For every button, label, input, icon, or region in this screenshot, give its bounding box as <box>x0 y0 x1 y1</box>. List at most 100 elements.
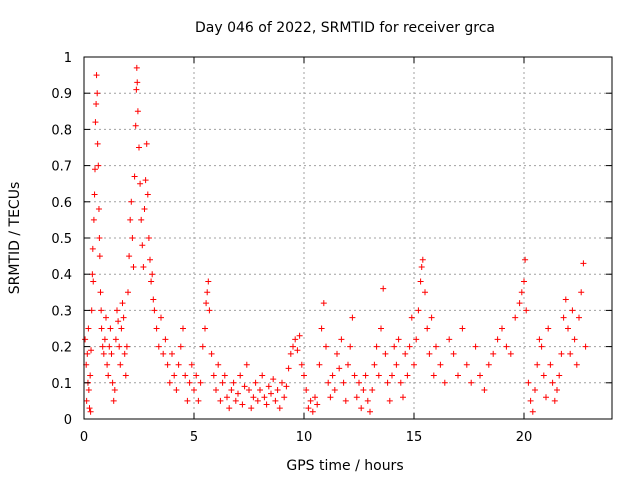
data-point <box>268 390 274 397</box>
data-point <box>468 379 475 386</box>
data-point <box>123 343 130 350</box>
data-point <box>345 361 351 368</box>
data-point <box>246 387 252 394</box>
data-point <box>358 405 365 412</box>
data-point <box>265 383 272 390</box>
data-point <box>424 325 431 332</box>
data-point <box>125 289 131 296</box>
data-point <box>92 166 98 173</box>
data-point <box>248 405 255 412</box>
data-point <box>110 397 117 404</box>
data-point <box>98 307 105 314</box>
data-point <box>204 289 211 296</box>
data-point <box>450 350 457 357</box>
data-point <box>525 379 532 386</box>
x-tick-labels: 0 5 10 15 20 <box>80 430 532 445</box>
data-point <box>428 314 435 321</box>
data-point <box>221 372 228 379</box>
data-point <box>459 325 466 332</box>
data-point <box>545 325 552 332</box>
data-point <box>325 379 332 386</box>
data-point <box>136 144 142 151</box>
data-point <box>114 307 120 314</box>
data-point <box>554 387 560 394</box>
data-point <box>143 140 150 147</box>
data-point <box>283 383 290 390</box>
data-point <box>327 394 334 401</box>
data-point <box>109 379 116 386</box>
data-point <box>105 372 112 379</box>
y-tick-label: 0.2 <box>51 341 72 356</box>
data-point <box>549 379 556 386</box>
data-point <box>543 394 549 401</box>
data-point <box>261 394 268 401</box>
data-point <box>184 397 191 404</box>
data-point <box>158 314 164 321</box>
data-point <box>523 307 530 314</box>
data-point <box>529 408 536 415</box>
data-point <box>98 325 105 332</box>
data-point <box>551 397 558 404</box>
y-axis-label: SRMTID / TECUs <box>7 182 23 295</box>
data-point <box>116 343 123 350</box>
x-tick-label: 10 <box>296 430 313 445</box>
data-point <box>180 325 186 332</box>
data-point <box>166 379 173 386</box>
data-point <box>206 307 213 314</box>
data-point <box>419 256 426 263</box>
data-point <box>150 296 157 303</box>
data-point <box>573 361 580 368</box>
data-point <box>195 397 202 404</box>
data-point <box>93 72 100 79</box>
data-point <box>380 285 387 292</box>
data-point <box>472 343 479 350</box>
data-point <box>103 314 109 321</box>
data-point <box>294 347 301 354</box>
data-point <box>210 372 217 379</box>
data-point <box>91 191 98 198</box>
data-point <box>96 253 103 260</box>
data-point <box>97 289 104 296</box>
data-point <box>164 361 171 368</box>
data-point <box>576 314 582 321</box>
data-point <box>259 372 266 379</box>
data-point <box>437 361 444 368</box>
y-tick-label: 0.9 <box>51 87 72 102</box>
data-point <box>93 101 100 108</box>
y-tick-label: 0.8 <box>51 123 72 138</box>
data-point <box>391 343 398 350</box>
data-point <box>408 314 415 321</box>
data-point <box>415 307 422 314</box>
data-point <box>411 361 417 368</box>
data-point <box>133 64 140 71</box>
data-point <box>148 278 155 285</box>
data-point <box>149 271 156 278</box>
axis-ticks <box>83 56 612 420</box>
data-point <box>290 343 296 350</box>
y-tick-label: 0.6 <box>51 196 72 211</box>
data-point <box>522 256 529 263</box>
x-tick-label: 5 <box>190 430 198 445</box>
data-point <box>362 372 369 379</box>
data-point <box>243 361 250 368</box>
data-point <box>507 350 514 357</box>
data-point <box>307 397 314 404</box>
data-point <box>285 365 292 372</box>
data-point <box>132 122 139 129</box>
data-point <box>254 397 261 404</box>
data-point <box>127 216 134 223</box>
data-point <box>375 372 382 379</box>
data-point <box>182 372 189 379</box>
data-point <box>426 350 433 357</box>
data-point <box>406 343 413 350</box>
data-point <box>556 372 563 379</box>
y-tick-label: 1 <box>64 51 72 66</box>
data-point <box>430 372 437 379</box>
data-point <box>499 325 505 332</box>
data-point <box>349 314 356 321</box>
data-point <box>126 253 133 260</box>
data-point <box>309 408 316 415</box>
data-point <box>83 397 90 404</box>
data-point <box>418 263 425 270</box>
data-point <box>151 307 158 314</box>
